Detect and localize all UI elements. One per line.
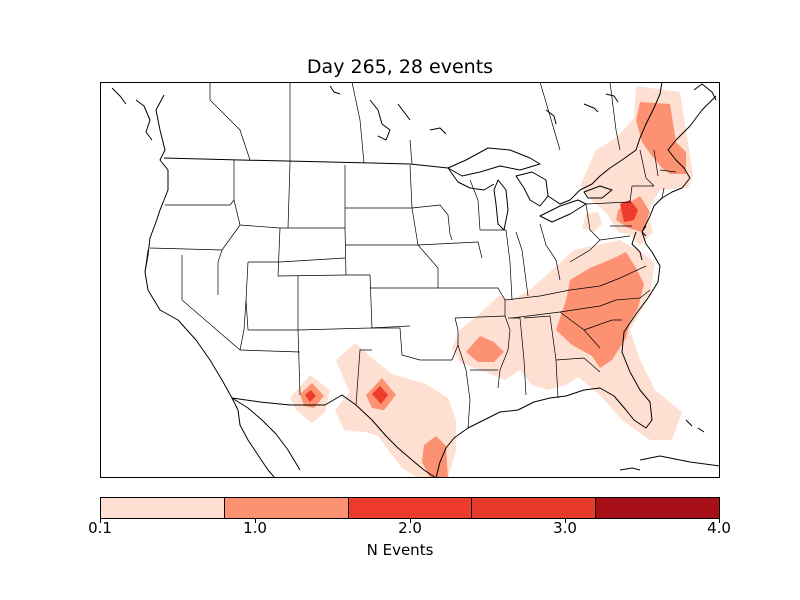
colorbar-label: N Events xyxy=(366,541,434,559)
gulf-california xyxy=(231,397,301,471)
lake-huron xyxy=(515,171,549,207)
colorbar-tickmark xyxy=(565,519,566,523)
canada-border xyxy=(163,157,449,169)
coastlines xyxy=(111,83,719,477)
colorbar-segment-1 xyxy=(101,498,225,518)
contour-level-3 xyxy=(305,200,638,404)
colorbar-tick-label: 2.0 xyxy=(398,519,422,537)
state-borders xyxy=(144,83,677,429)
mexico-border xyxy=(231,394,436,477)
colorbar-tickmark xyxy=(255,519,256,523)
colorbar-segment-3 xyxy=(348,498,473,518)
colorbar xyxy=(100,497,720,519)
baja-coastline xyxy=(237,409,275,477)
colorbar-segment-5 xyxy=(596,498,719,518)
colorbar-tick-label: 3.0 xyxy=(553,519,577,537)
atlantic-coastline xyxy=(621,95,717,373)
lake-ontario xyxy=(583,185,613,199)
map-panel xyxy=(100,82,720,478)
pacific-coastline xyxy=(144,94,239,411)
colorbar-tick-label: 4.0 xyxy=(707,519,731,537)
colorbar-tick-label: 0.1 xyxy=(88,519,112,537)
colorbar-tickmark xyxy=(100,519,101,523)
colorbar-tickmark xyxy=(410,519,411,523)
event-contours xyxy=(290,86,693,477)
gulf-coastline xyxy=(435,371,653,477)
colorbar-segment-2 xyxy=(224,498,349,518)
colorbar-segment-4 xyxy=(472,498,597,518)
lake-michigan xyxy=(493,179,509,231)
map-title: Day 265, 28 events xyxy=(306,56,494,78)
colorbar-tickmark xyxy=(719,519,720,523)
us-map xyxy=(111,83,719,477)
lake-superior xyxy=(447,147,541,177)
colorbar-tick-label: 1.0 xyxy=(243,519,267,537)
